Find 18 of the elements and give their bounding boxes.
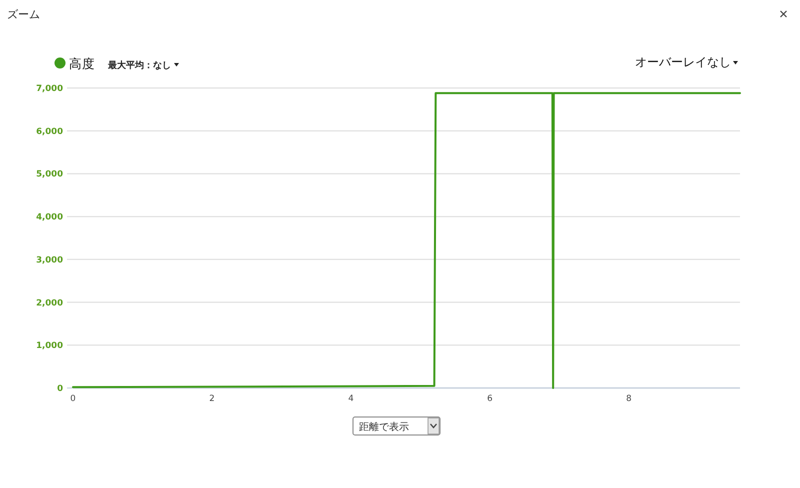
text: 最大平均：なし [107,60,171,71]
y-tick-label: 7,000 [36,84,64,94]
x-tick-label: 0 [70,394,76,404]
x-tick-label: 4 [348,394,354,404]
y-tick-label: 4,000 [36,212,64,223]
x-tick-label: 2 [209,394,215,404]
y-tick-label: 5,000 [36,170,64,180]
text: 距離で表示 [359,421,409,433]
y-tick-label: 3,000 [36,255,64,266]
text: オーバーレイなし [635,55,731,69]
y-tick-label: 0 [57,384,64,394]
y-tick-label: 6,000 [36,126,64,137]
x-tick-label: 6 [487,394,493,404]
x-tick-label: 8 [626,394,632,404]
y-tick-label: 1,000 [36,341,64,352]
legend-label: 高度 [69,56,95,71]
y-tick-label: 2,000 [36,298,64,308]
chart-title: ズーム [7,8,40,21]
